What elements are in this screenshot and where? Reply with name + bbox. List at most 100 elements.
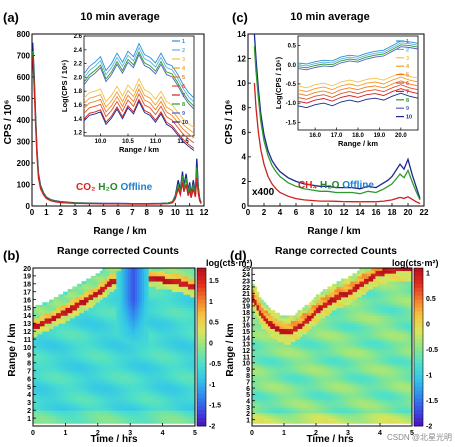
heatmap-cell <box>265 307 269 311</box>
heatmap-cell <box>53 410 57 414</box>
heatmap-cell <box>81 341 85 345</box>
heatmap-cell <box>63 331 66 335</box>
heatmap-cell <box>132 344 136 348</box>
heatmap-cell <box>162 360 166 364</box>
heatmap-cell <box>279 349 283 353</box>
inset-x-tick-label: 17.0 <box>331 133 343 139</box>
heatmap-cell <box>139 375 143 379</box>
heatmap-cell <box>130 415 133 419</box>
heatmap-cell <box>279 336 283 340</box>
heatmap-cell <box>272 412 276 416</box>
heatmap-cell <box>127 352 131 356</box>
heatmap-cell <box>174 320 177 324</box>
x-tick-label: 5 <box>193 430 197 437</box>
heatmap-cell <box>127 391 131 395</box>
heatmap-cell <box>107 368 110 372</box>
heatmap-cell <box>93 402 96 406</box>
panel-d: (d) Range corrected Counts Range / km Ti… <box>225 245 439 445</box>
heatmap-cell <box>141 368 145 372</box>
heatmap-cell <box>35 344 39 348</box>
heatmap-cell <box>83 304 87 308</box>
heatmap-cell <box>164 394 168 398</box>
heatmap-cell <box>81 418 85 422</box>
heatmap-cell <box>188 336 191 340</box>
heatmap-cell <box>120 415 124 419</box>
heatmap-cell <box>46 412 50 416</box>
heatmap-cell <box>144 323 147 327</box>
heatmap-cell <box>109 386 113 390</box>
heatmap-cell <box>272 339 276 343</box>
heatmap-cell <box>107 362 110 366</box>
heatmap-cell <box>268 412 271 416</box>
heatmap-cell <box>88 383 92 387</box>
colorbar-step <box>197 410 206 415</box>
heatmap-cell <box>148 328 152 332</box>
heatmap-cell <box>114 296 117 300</box>
legend-entry: 3 <box>406 56 409 62</box>
heatmap-cell <box>90 386 94 390</box>
heatmap-cell <box>151 349 154 353</box>
heatmap-cell <box>254 294 257 298</box>
heatmap-cell <box>60 399 64 403</box>
heatmap-cell <box>153 415 157 419</box>
heatmap-cell <box>42 399 45 403</box>
heatmap-cell <box>160 275 163 279</box>
heatmap-cell <box>37 304 41 308</box>
heatmap-cell <box>265 347 269 351</box>
heatmap-cell <box>171 349 175 353</box>
heatmap-cell <box>279 354 283 358</box>
heatmap-cell <box>130 289 133 293</box>
heatmap-cell <box>86 412 89 416</box>
heatmap-cell <box>256 299 260 303</box>
heatmap-cell <box>127 283 131 287</box>
heatmap-cell <box>125 328 129 332</box>
heatmap-cell <box>51 339 55 343</box>
heatmap-cell <box>176 299 180 303</box>
heatmap-cell <box>118 344 122 348</box>
heatmap-cell <box>70 336 73 340</box>
heatmap-cell <box>272 386 276 390</box>
heatmap-cell <box>162 389 166 393</box>
heatmap-cell <box>151 318 154 322</box>
heatmap-cell <box>148 299 152 303</box>
heatmap-cell <box>268 347 271 351</box>
heatmap-cell <box>39 362 43 366</box>
heatmap-cell <box>268 404 271 408</box>
heatmap-cell <box>114 315 117 319</box>
heatmap-cell <box>46 373 50 377</box>
heatmap-cell <box>86 357 89 361</box>
heatmap-cell <box>67 333 71 337</box>
heatmap-cell <box>83 344 87 348</box>
heatmap-cell <box>160 360 163 364</box>
heatmap-cell <box>164 378 168 382</box>
heatmap-cell <box>120 389 124 393</box>
heatmap-cell <box>153 381 157 385</box>
heatmap-cell <box>261 333 264 337</box>
heatmap-cell <box>56 404 59 408</box>
heatmap-cell <box>185 375 189 379</box>
heatmap-cell <box>192 399 196 403</box>
heatmap-cell <box>97 381 101 385</box>
heatmap-cell <box>167 375 170 379</box>
panel-b-letter: (b) <box>3 248 20 263</box>
heatmap-cell <box>157 283 161 287</box>
heatmap-cell <box>192 315 196 319</box>
heatmap-cell <box>274 404 278 408</box>
heatmap-cell <box>127 296 131 300</box>
heatmap-cell <box>164 360 168 364</box>
heatmap-cell <box>164 281 168 285</box>
heatmap-cell <box>277 381 280 385</box>
heatmap-cell <box>109 318 113 322</box>
heatmap-cell <box>56 370 59 374</box>
heatmap-cell <box>258 373 262 377</box>
heatmap-cell <box>148 407 152 411</box>
heatmap-cell <box>174 410 177 414</box>
annotation-part: CO₂ <box>76 182 95 193</box>
heatmap-cell <box>109 310 113 314</box>
heatmap-cell <box>284 347 287 351</box>
heatmap-cell <box>56 394 59 398</box>
heatmap-cell <box>127 394 131 398</box>
heatmap-cell <box>284 320 287 324</box>
heatmap-cell <box>252 289 255 293</box>
heatmap-cell <box>169 304 173 308</box>
